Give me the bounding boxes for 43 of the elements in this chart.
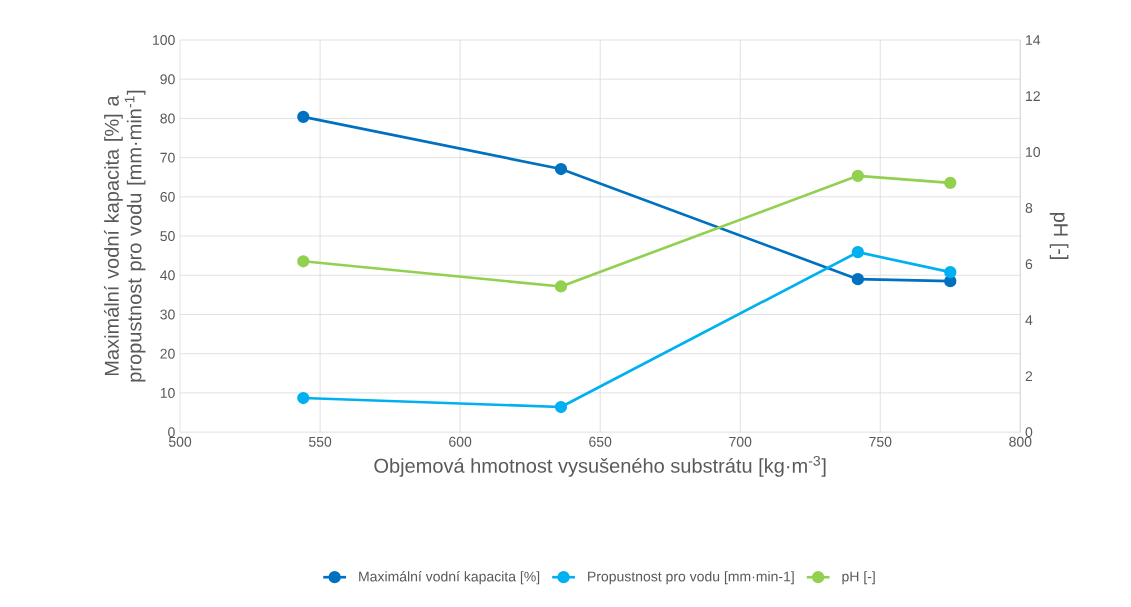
legend-label: Propustnost pro vodu [mm·min-1]	[588, 571, 794, 585]
y2-tick-label: 2	[1025, 371, 1033, 382]
y2-tick-label: 0	[1025, 427, 1033, 438]
point	[554, 400, 568, 414]
y-tick-label: 60	[160, 191, 175, 202]
point	[851, 246, 864, 259]
point	[554, 280, 568, 293]
y2-tick-label: 4	[1025, 315, 1033, 325]
x-tick-label: 700	[729, 436, 752, 447]
y-tick-label: 0	[168, 427, 175, 438]
y2-tick-label: 14	[1026, 35, 1041, 45]
point	[554, 162, 568, 176]
y-tick-label: 20	[160, 348, 175, 359]
y-tick-label: 30	[160, 309, 175, 320]
y2-tick-label: 8	[1025, 203, 1033, 214]
point	[851, 169, 864, 183]
y-axis-title: Maximální vodní kapacita [%] a propustnost pro vodu [mm·min$^{-1}$]	[103, 90, 146, 382]
y2-tick-label: 10	[1026, 147, 1041, 158]
x-tick-label: 650	[589, 436, 612, 447]
x-tick-label: 600	[449, 436, 472, 447]
legend-label: Maximální vodní kapacita [%]	[359, 571, 540, 585]
y-tick-label: 80	[160, 113, 175, 124]
y-tick-label: 90	[160, 74, 175, 85]
y2-axis-title: pH [-]	[1049, 212, 1069, 260]
y-tick-label: 70	[160, 152, 175, 163]
point	[297, 110, 310, 124]
y2-tick-label: 6	[1025, 259, 1033, 270]
x-tick-label: 800	[1009, 436, 1032, 447]
x-tick-label: 750	[869, 436, 892, 447]
y2-tick-label: 12	[1026, 91, 1040, 101]
point	[944, 176, 957, 190]
y-tick-label: 100	[153, 35, 175, 46]
x-tick-label: 500	[168, 436, 192, 447]
point	[851, 273, 864, 286]
y-tick-label: 10	[160, 388, 175, 398]
x-tick-label: 550	[308, 436, 332, 447]
x-axis-title: Objemová hmotnost vysušeného substrátu [kg·m$^{-3}$]	[374, 456, 826, 477]
point	[944, 266, 957, 279]
point	[297, 391, 310, 405]
y-tick-label: 40	[160, 270, 175, 281]
point	[297, 255, 310, 268]
y-tick-label: 50	[160, 231, 175, 242]
legend-label: pH [-]	[842, 571, 875, 585]
